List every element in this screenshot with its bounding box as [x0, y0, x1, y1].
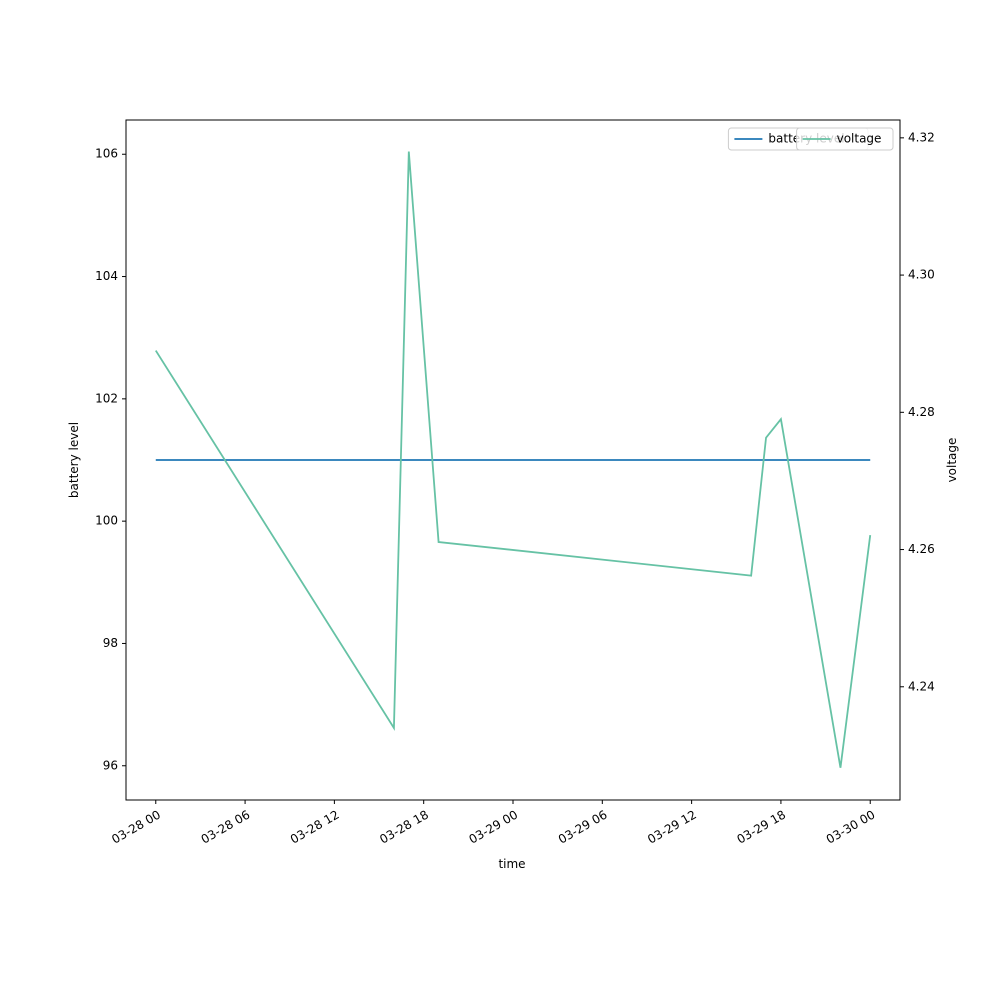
y2-tick-label: 4.26: [908, 542, 935, 556]
y-tick-label: 98: [103, 636, 118, 650]
x-axis-label: time: [498, 857, 525, 871]
y2-tick-label: 4.28: [908, 405, 935, 419]
legend-box: [796, 127, 894, 151]
y2-axis-label: voltage: [945, 438, 959, 483]
y-tick-label: 100: [95, 514, 118, 528]
legend: voltage: [796, 127, 894, 151]
legend-label: voltage: [837, 132, 882, 146]
series-line: [155, 151, 872, 768]
y2-tick-label: 4.32: [908, 130, 935, 144]
y-tick-label: 104: [95, 269, 118, 283]
y-tick-label: 102: [95, 391, 118, 405]
y2-tick-label: 4.24: [908, 679, 935, 693]
y-tick-label: 106: [95, 147, 118, 161]
y-tick-label: 96: [103, 758, 118, 772]
y2-tick-label: 4.30: [908, 268, 935, 282]
y-axis-label: battery level: [67, 422, 81, 498]
